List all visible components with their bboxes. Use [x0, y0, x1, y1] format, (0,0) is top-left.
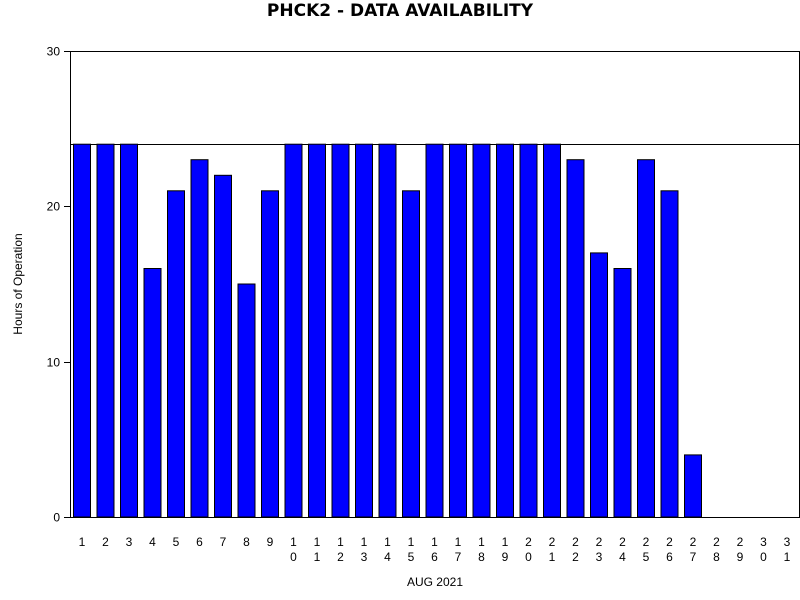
y-axis: 0 10 20 30	[47, 45, 70, 525]
bar-day-11	[308, 143, 326, 518]
bar-day-6	[190, 159, 209, 518]
bar-day-19	[496, 143, 514, 518]
bar-day-10	[284, 143, 303, 518]
bar-day-8	[237, 283, 256, 518]
y-axis-label: Hours of Operation	[11, 233, 25, 334]
bars-group	[73, 143, 702, 518]
bar-day-9	[261, 190, 279, 518]
bar-day-5	[167, 190, 185, 518]
bar-day-3	[120, 143, 138, 518]
bar-day-17	[449, 143, 467, 518]
x-tick-label: 8	[243, 535, 250, 549]
x-axis: 1 2 3 4 5 6 7 8 9 1 01 11 21 31 41 51 61 71 81 92 02 12 22 32 42…	[79, 535, 791, 564]
bar-day-27	[684, 454, 702, 518]
bar-day-15	[402, 190, 420, 518]
x-tick-label: 1	[79, 535, 86, 549]
x-tick-label: 5	[173, 535, 180, 549]
chart-title: PHCK2 - DATA AVAILABILITY	[266, 1, 534, 21]
y-tick-label: 10	[47, 356, 61, 370]
x-tick-label: 3	[126, 535, 133, 549]
bar-day-2	[96, 143, 115, 518]
bar-day-18	[472, 143, 491, 518]
bar-day-22	[566, 159, 585, 518]
bar-day-20	[519, 143, 538, 518]
bar-day-7	[214, 174, 232, 518]
bar-day-4	[143, 268, 162, 518]
bar-day-14	[378, 143, 397, 518]
y-tick-label: 20	[47, 200, 61, 214]
x-tick-label: 6	[196, 535, 203, 549]
x-tick-label: 9	[267, 535, 274, 549]
bar-day-24	[613, 268, 632, 518]
bar-day-13	[355, 143, 373, 518]
bar-day-26	[660, 190, 679, 518]
bar-day-25	[637, 159, 655, 518]
y-tick-label: 30	[47, 45, 61, 59]
bar-day-12	[331, 143, 350, 518]
x-tick-label: 4	[149, 535, 156, 549]
x-tick-label: 7	[220, 535, 227, 549]
bar-day-23	[590, 252, 608, 518]
bar-day-1	[73, 143, 91, 518]
bar-day-16	[425, 143, 444, 518]
x-axis-label: AUG 2021	[407, 575, 463, 589]
x-tick-label: 2	[102, 535, 109, 549]
y-tick-label: 0	[53, 511, 60, 525]
bar-day-21	[543, 143, 561, 518]
